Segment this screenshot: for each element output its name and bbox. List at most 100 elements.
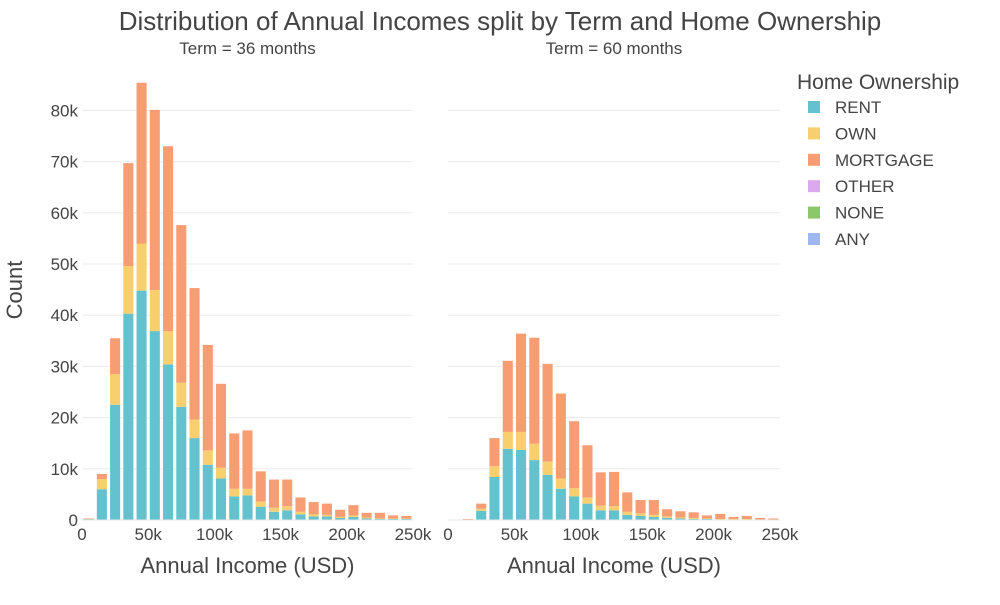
bar-own (149, 290, 160, 332)
bar-own (608, 506, 620, 511)
bar-own (688, 517, 699, 519)
bar-own (282, 506, 293, 511)
bar-own (136, 243, 147, 291)
bar-mortgage (768, 518, 779, 520)
bar-rent (202, 464, 213, 520)
bar-own (741, 518, 752, 520)
x-tick-label: 50k (501, 525, 529, 544)
bar-own (728, 518, 739, 520)
legend-label: ANY (835, 230, 870, 249)
bar-rent (110, 404, 121, 520)
legend-label: MORTGAGE (835, 151, 934, 170)
legend-swatch (808, 153, 820, 166)
bar-mortgage (635, 500, 646, 514)
x-tick-label: 100k (196, 525, 233, 544)
bar-mortgage (136, 82, 147, 244)
legend-item-other: OTHER (808, 177, 895, 196)
bar-mortgage (83, 518, 94, 519)
bar-mortgage (295, 497, 306, 512)
bar-own (502, 431, 513, 449)
bar-own (123, 266, 134, 314)
x-tick-label: 200k (695, 525, 732, 544)
bar-own (542, 461, 553, 475)
bar-rent (569, 496, 580, 520)
bar-rent (675, 518, 686, 520)
x-tick-label: 200k (328, 525, 365, 544)
bar-own (388, 518, 399, 519)
x-tick-label: 150k (262, 525, 299, 544)
bar-rent (608, 510, 620, 520)
bar-mortgage (582, 445, 593, 498)
bar-rent (555, 488, 566, 520)
bar-own (163, 331, 174, 365)
x-tick-label: 0 (77, 525, 86, 544)
bar-own (675, 517, 686, 519)
bar-rent (96, 489, 107, 520)
bar-rent (502, 448, 513, 520)
bar-mortgage (176, 225, 187, 383)
x-tick-label: 250k (762, 525, 799, 544)
bar-mortgage (728, 516, 739, 519)
facet-label: Term = 60 months (546, 39, 683, 58)
y-axis-label: Count (2, 261, 27, 320)
bar-mortgage (308, 502, 319, 515)
bar-rent (136, 290, 147, 520)
bar-own (569, 488, 580, 497)
bar-mortgage (489, 438, 500, 467)
bar-mortgage (348, 505, 359, 516)
bar-rent (149, 331, 160, 520)
bar-rent (529, 460, 540, 520)
legend-item-mortgage: MORTGAGE (808, 151, 934, 170)
bar-own (96, 479, 107, 490)
bar-rent (242, 495, 253, 520)
bar-mortgage (189, 288, 200, 420)
bar-own (476, 508, 487, 511)
bar-own (361, 517, 372, 519)
bar-mortgage (202, 344, 213, 451)
bar-mortgage (361, 512, 372, 518)
legend-label: OWN (835, 124, 877, 143)
bar-mortgage (622, 492, 633, 512)
bar-own (555, 478, 566, 489)
bar-rent (255, 506, 266, 520)
bar-rent (662, 517, 673, 520)
bar-rent (282, 510, 293, 520)
bar-mortgage (462, 518, 473, 520)
legend-swatch (808, 127, 820, 140)
bar-rent (635, 515, 646, 520)
bar-own (215, 467, 227, 479)
bar-mortgage (374, 512, 385, 519)
bar-mortgage (321, 503, 332, 515)
legend-item-own: OWN (808, 124, 877, 143)
bar-mortgage (242, 430, 253, 489)
legend-title: Home Ownership (797, 71, 959, 94)
bar-mortgage (96, 473, 107, 480)
bar-rent (388, 518, 399, 520)
bar-mortgage (662, 509, 673, 517)
bar-mortgage (502, 360, 513, 432)
bar-rent (176, 406, 187, 520)
bar-rent (542, 474, 553, 520)
legend-swatch (808, 206, 820, 219)
bar-mortgage (268, 479, 280, 508)
bar-mortgage (229, 433, 240, 489)
legend-swatch (808, 180, 820, 193)
bar-own (110, 374, 121, 405)
bar-own (308, 514, 319, 517)
legend-swatch (808, 233, 820, 245)
bar-rent (268, 511, 280, 520)
bar-mortgage (675, 511, 686, 518)
bar-rent (374, 518, 385, 520)
bar-mortgage (741, 515, 752, 519)
bar-own (595, 505, 606, 511)
legend-item-any: ANY (808, 230, 870, 249)
y-tick-label: 20k (51, 409, 79, 428)
bar-own (529, 443, 540, 461)
bar-mortgage (715, 513, 726, 519)
bar-rent (83, 518, 94, 520)
facet-panel-2: 0 50k 100k 150k 200k 250k Annual Income (USD) T… (443, 39, 799, 578)
bar-own (715, 518, 726, 520)
chart-title: Distribution of Annual Incomes split by … (119, 6, 882, 36)
bar-mortgage (149, 109, 160, 291)
facet-panel-1: 0 10k 20k 30k 40k 50k 60k 70k 80k 0 50k 100k 150k 200… (51, 39, 432, 578)
